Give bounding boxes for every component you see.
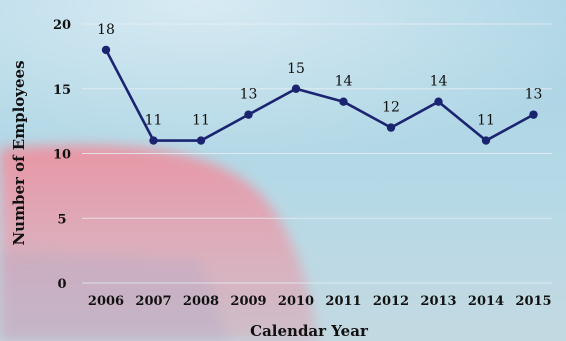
- x-axis-title: Calendar Year: [250, 322, 369, 340]
- x-tick-label: 2015: [515, 294, 551, 309]
- x-tick-label: 2008: [183, 294, 219, 309]
- y-tick-label: 10: [53, 148, 71, 163]
- data-point: [434, 97, 443, 106]
- data-point: [244, 110, 253, 119]
- x-tick-label: 2010: [278, 294, 314, 309]
- data-label: 11: [477, 113, 495, 129]
- x-tick-label: 2007: [135, 294, 171, 309]
- data-label: 14: [430, 74, 448, 90]
- data-label: 11: [145, 113, 163, 129]
- x-tick-label: 2009: [230, 294, 266, 309]
- data-label: 13: [525, 87, 543, 103]
- x-axis-ticks: 2006 2007 2008 2009 2010 2011 2012 2013 2014 2015: [88, 294, 552, 309]
- data-label: 12: [382, 100, 400, 116]
- x-tick-label: 2011: [325, 294, 361, 309]
- x-tick-label: 2014: [468, 294, 504, 309]
- series: [101, 45, 538, 145]
- x-tick-label: 2006: [88, 294, 124, 309]
- data-labels: 18 11 11 13 15 14 12 14 11 13: [97, 22, 542, 129]
- x-tick-label: 2012: [373, 294, 409, 309]
- y-axis-title: Number of Employees: [10, 60, 28, 245]
- y-axis-ticks: 0 5 10 15 20: [53, 18, 71, 292]
- data-point: [101, 45, 111, 55]
- data-point: [386, 123, 396, 132]
- data-point: [291, 84, 301, 93]
- data-label: 14: [335, 74, 353, 90]
- data-point: [481, 136, 491, 145]
- data-point: [529, 110, 538, 119]
- data-label: 18: [97, 22, 115, 38]
- y-tick-label: 15: [53, 83, 71, 98]
- data-point: [339, 97, 348, 106]
- data-label: 11: [192, 113, 210, 129]
- y-tick-label: 20: [53, 18, 71, 33]
- series-line: [104, 49, 535, 142]
- data-label: 13: [240, 87, 258, 103]
- y-tick-label: 0: [57, 277, 66, 292]
- data-point: [196, 136, 206, 145]
- x-tick-label: 2013: [420, 294, 456, 309]
- data-point: [149, 136, 158, 145]
- gridlines: [82, 23, 552, 284]
- y-tick-label: 5: [57, 212, 66, 227]
- data-label: 15: [287, 61, 305, 77]
